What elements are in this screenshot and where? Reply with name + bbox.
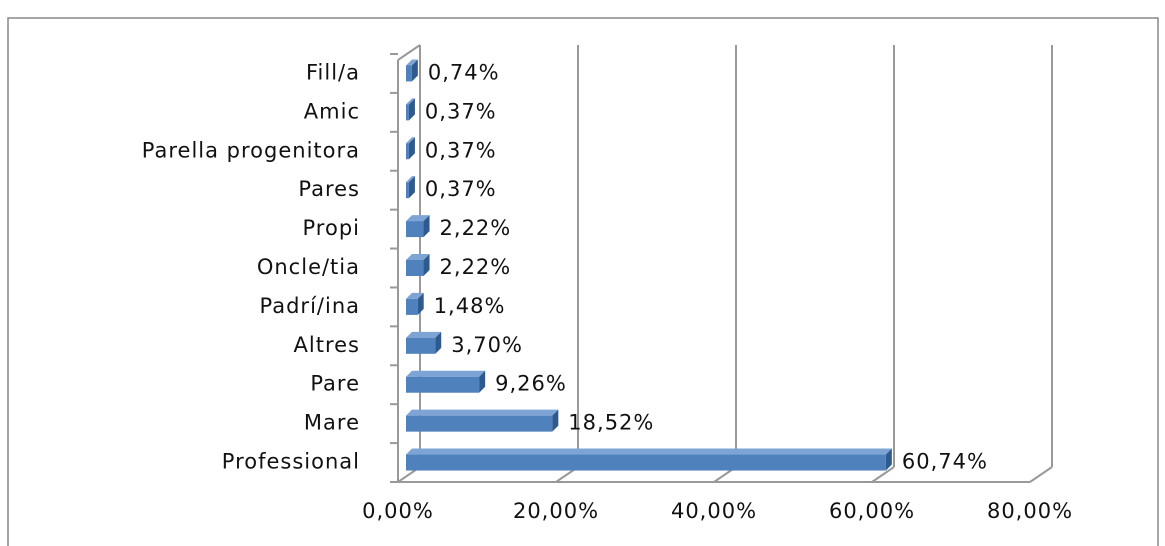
value-label: 0,37% (425, 99, 497, 123)
x-tick-label: 40,00% (671, 499, 757, 523)
bar-side (435, 331, 442, 354)
value-label: 0,74% (428, 60, 500, 84)
bar-top (406, 292, 424, 299)
value-label: 9,26% (495, 372, 567, 396)
grid-floor (871, 466, 895, 483)
bar (406, 182, 409, 199)
bar (406, 337, 436, 354)
value-label: 18,52% (568, 411, 654, 435)
y-tick-label: Professional (222, 450, 360, 474)
x-tick-label: 80,00% (987, 499, 1073, 523)
value-label: 2,22% (440, 255, 512, 279)
bar-top (406, 176, 415, 183)
value-label: 0,37% (425, 138, 497, 162)
bar-top (406, 59, 418, 66)
bar-top (406, 370, 486, 377)
bar-side (411, 59, 418, 82)
y-tick-label: Oncle/tia (257, 255, 360, 279)
y-tick-label: Altres (294, 333, 360, 357)
value-label: 60,74% (902, 450, 988, 474)
bar (406, 298, 418, 315)
y-tick-label: Amic (304, 99, 360, 123)
y-tick-label: Fill/a (306, 60, 360, 84)
x-tick-label: 20,00% (513, 499, 599, 523)
bar (406, 376, 480, 393)
value-label: 0,37% (425, 177, 497, 201)
bar-side (885, 448, 892, 471)
bar (406, 454, 886, 471)
bar-side (408, 137, 415, 160)
axis (397, 44, 421, 61)
bar (406, 415, 553, 432)
bar (406, 221, 424, 238)
bar-side (417, 292, 424, 315)
bar-side (423, 215, 430, 238)
bar (406, 143, 409, 160)
bar-side (408, 176, 415, 199)
bar-top (406, 137, 415, 144)
x-tick-label: 0,00% (362, 499, 434, 523)
bar-top (406, 98, 415, 105)
value-label: 1,48% (434, 294, 506, 318)
bar (406, 104, 409, 121)
x-tick-label: 60,00% (829, 499, 915, 523)
value-label: 3,70% (451, 333, 523, 357)
y-tick-label: Pare (310, 372, 360, 396)
bar-side (423, 254, 430, 276)
grid-floor (1029, 466, 1053, 483)
y-tick-label: Propi (303, 216, 360, 240)
bar (406, 65, 412, 82)
bar-top (406, 331, 442, 338)
bar-top (406, 215, 430, 222)
bar-side (408, 98, 415, 121)
y-tick-label: Pares (298, 177, 360, 201)
y-tick-label: Padrí/ina (260, 294, 360, 318)
value-label: 2,22% (440, 216, 512, 240)
y-tick-label: Parella progenitora (142, 138, 360, 162)
bar-side (552, 409, 559, 432)
bar-side (479, 370, 486, 393)
bar-top (406, 409, 559, 416)
y-tick-label: Mare (304, 411, 360, 435)
bar (406, 260, 424, 276)
bar-top (406, 254, 430, 260)
bar-top (406, 448, 892, 455)
